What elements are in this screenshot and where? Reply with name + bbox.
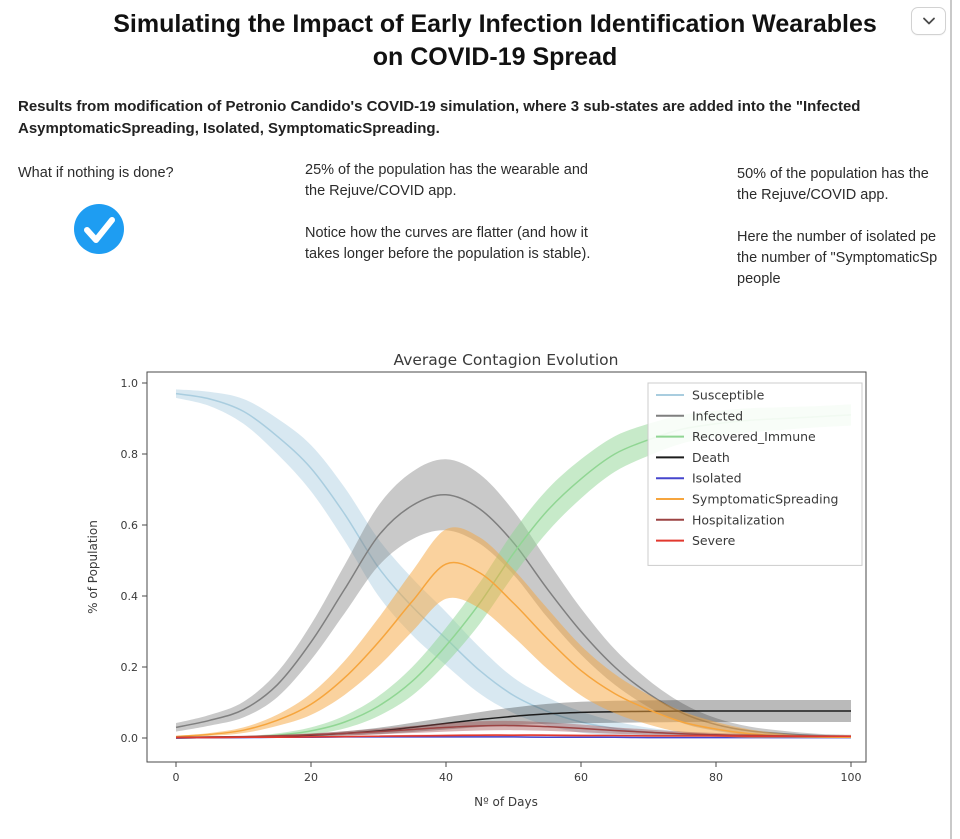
y-tick-label: 1.0 xyxy=(121,377,139,390)
intro-line: AsymptomaticSpreading, Isolated, Symptom… xyxy=(18,120,440,137)
y-tick-label: 0.4 xyxy=(121,590,139,603)
legend-item-Susceptible: Susceptible xyxy=(656,388,765,403)
y-tick-label: 0.0 xyxy=(121,732,139,745)
band-SymptomaticSpreading xyxy=(176,527,851,739)
y-tick-label: 0.6 xyxy=(121,519,139,532)
scenario-nothing-heading: What if nothing is done? xyxy=(18,165,174,181)
x-tick-label: 40 xyxy=(439,771,453,784)
scenario-50-text: people xyxy=(737,271,781,287)
plot-border xyxy=(146,371,867,763)
legend-item-Severe: Severe xyxy=(656,533,736,548)
check-circle-icon xyxy=(73,203,125,255)
legend-label: SymptomaticSpreading xyxy=(692,492,838,507)
scenario-50-text: 50% of the population has the xyxy=(737,166,929,182)
scenario-25-text: 25% of the population has the wearable a… xyxy=(305,162,588,178)
y-axis-label: % of Population xyxy=(86,520,100,614)
band-Death xyxy=(176,700,851,739)
chart-series-area xyxy=(175,389,852,739)
scenario-50-text: Here the number of isolated pe xyxy=(737,229,937,245)
scenario-50-text: the Rejuve/COVID app. xyxy=(737,187,889,203)
spacer-line xyxy=(305,202,650,223)
y-tick-label: 0.8 xyxy=(121,448,139,461)
panel-divider xyxy=(950,0,952,839)
legend-item-Death: Death xyxy=(656,450,730,465)
line-Hospitalization xyxy=(175,724,852,739)
scenario-25-text: takes longer before the population is st… xyxy=(305,246,591,262)
line-Severe xyxy=(175,734,851,739)
chart-legend: Susceptible Infected Recovered_Immune Death… xyxy=(647,382,863,566)
legend-item-Hospitalization: Hospitalization xyxy=(656,512,785,527)
intro-line: Results from modification of Petronio Ca… xyxy=(18,98,861,115)
legend-item-Infected: Infected xyxy=(656,408,743,423)
scenario-nothing-column: What if nothing is done? xyxy=(18,163,288,254)
line-SymptomaticSpreading xyxy=(175,561,852,739)
scenario-25-column: 25% of the population has the wearable a… xyxy=(305,160,650,265)
legend-label: Infected xyxy=(692,408,743,423)
legend-label: Isolated xyxy=(692,471,742,486)
legend-label: Recovered_Immune xyxy=(692,429,816,444)
legend-item-Recovered_Immune: Recovered_Immune xyxy=(656,429,816,444)
x-tick-label: 80 xyxy=(709,771,723,784)
legend-label: Death xyxy=(692,450,730,465)
legend-label: Hospitalization xyxy=(692,512,785,527)
chevron-down-icon xyxy=(922,17,935,24)
spacer-line xyxy=(737,206,950,227)
scenario-25-text: Notice how the curves are flatter (and h… xyxy=(305,225,588,241)
page-title-line2: on COVID-19 Spread xyxy=(372,43,618,71)
chart-title: Average Contagion Evolution xyxy=(394,351,619,369)
x-tick-label: 0 xyxy=(173,771,180,784)
x-axis-label: Nº of Days xyxy=(474,795,538,809)
scenario-25-text: the Rejuve/COVID app. xyxy=(305,183,457,199)
intro-paragraph: Results from modification of Petronio Ca… xyxy=(18,96,950,140)
legend-item-Isolated: Isolated xyxy=(656,471,742,486)
legend-box xyxy=(647,382,863,566)
contagion-evolution-chart: Average Contagion Evolution 0 20 40 60 80 100 0… xyxy=(80,345,880,815)
x-tick-label: 20 xyxy=(304,771,318,784)
y-tick-label: 0.2 xyxy=(121,661,139,674)
collapse-section-button[interactable] xyxy=(911,7,946,35)
x-tick-label: 100 xyxy=(841,771,862,784)
legend-label: Severe xyxy=(692,533,736,548)
page-title: Simulating the Impact of Early Infection… xyxy=(0,8,960,74)
legend-label: Susceptible xyxy=(692,388,765,403)
x-tick-label: 60 xyxy=(574,771,588,784)
scenario-50-column: 50% of the population has the the Rejuve… xyxy=(737,164,950,290)
page-title-line1: Simulating the Impact of Early Infection… xyxy=(113,10,877,38)
legend-item-SymptomaticSpreading: SymptomaticSpreading xyxy=(656,492,838,507)
scenario-50-text: the number of "SymptomaticSp xyxy=(737,250,938,266)
